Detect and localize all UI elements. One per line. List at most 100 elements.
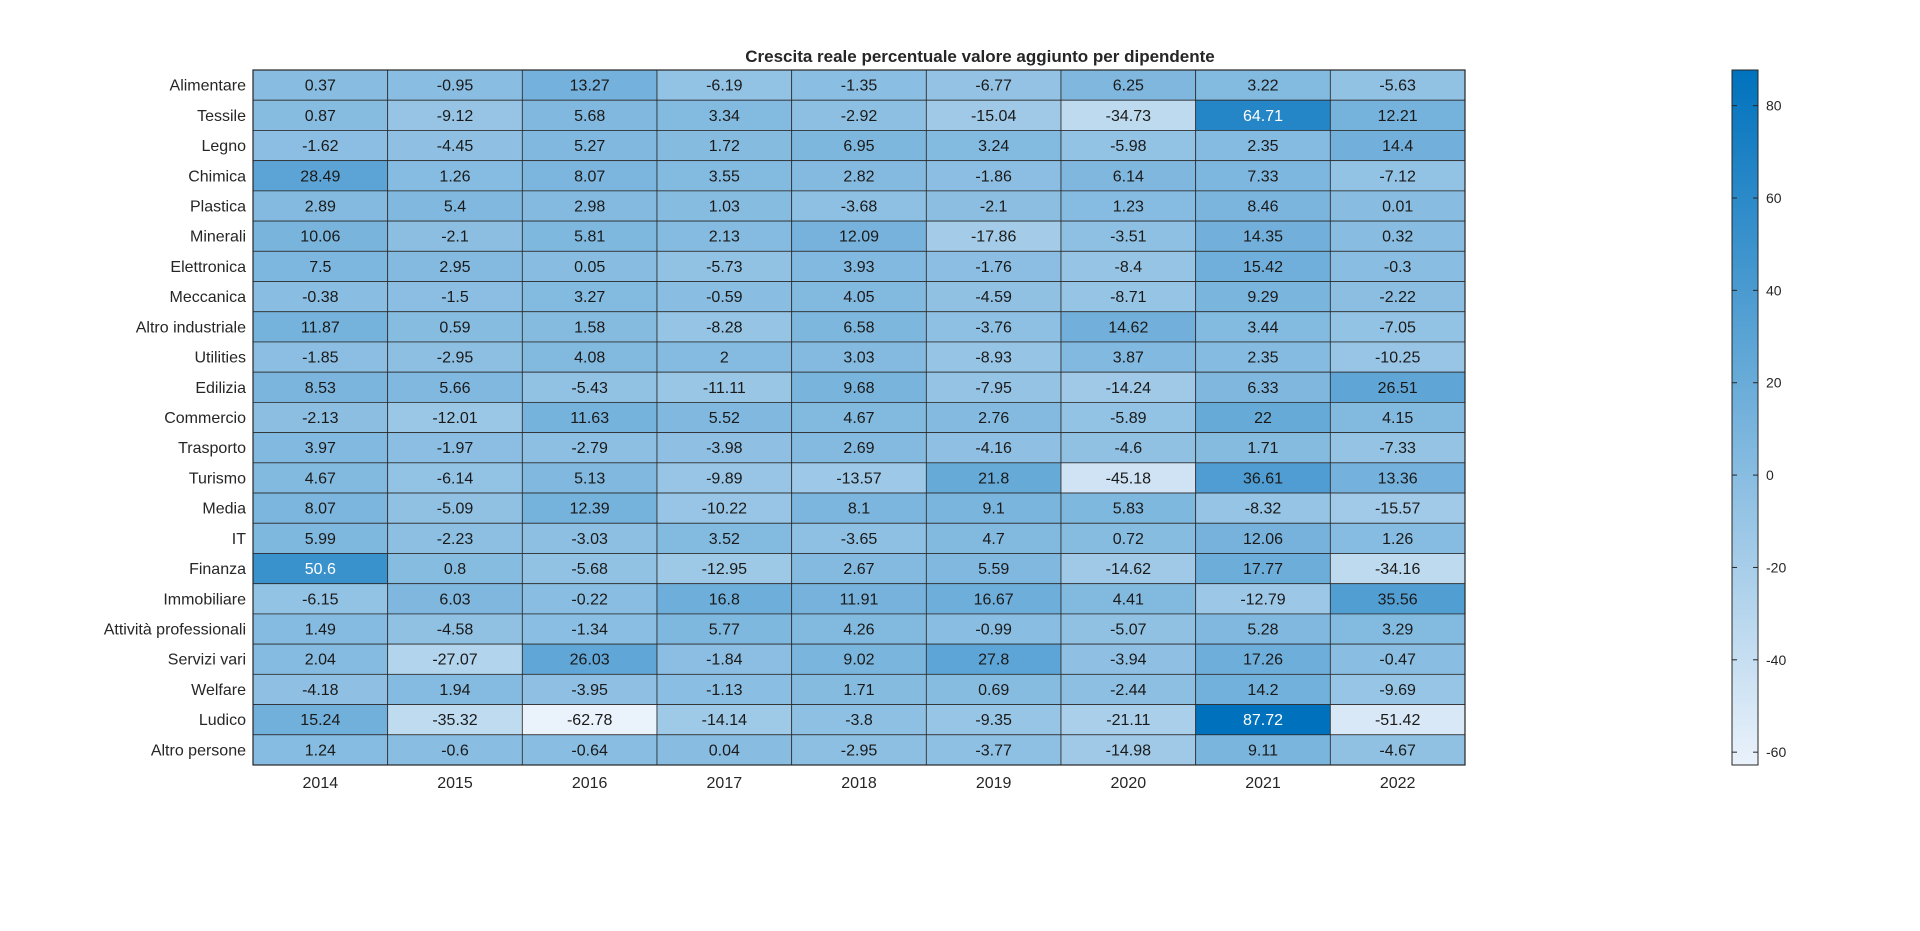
row-label: Legno [202, 138, 247, 155]
cell-value-label: 15.42 [1243, 259, 1283, 276]
heatmap-cell [656, 704, 793, 736]
cell-value-label: 5.28 [1247, 622, 1278, 639]
cell-value-label: -5.09 [437, 501, 474, 518]
heatmap-cell [252, 492, 389, 524]
column-labels: 2014 2015 2016 2017 2018 2019 2020 2021 2022 [303, 775, 1416, 792]
cell-value-label: -4.6 [1115, 440, 1143, 457]
heatmap-cell [252, 734, 389, 766]
cell-value-label: -14.98 [1106, 742, 1151, 759]
column-label: 2016 [572, 775, 608, 792]
cell-value-label: 2.35 [1247, 138, 1278, 155]
cell-value-label: 15.24 [300, 712, 340, 729]
colorbar-tick-label: -20 [1766, 559, 1786, 575]
cell-value-label: -14.24 [1106, 380, 1151, 397]
cell-value-label: -2.79 [571, 440, 608, 457]
heatmap-cell [521, 190, 658, 222]
cell-value-label: 4.67 [305, 470, 336, 487]
cell-value-label: -14.14 [702, 712, 747, 729]
heatmap-cell [925, 643, 1062, 675]
cell-value-label: -9.35 [975, 712, 1012, 729]
cell-value-label: -3.94 [1110, 652, 1147, 669]
cell-value-label: -1.62 [302, 138, 339, 155]
cell-value-label: -7.33 [1379, 440, 1416, 457]
heatmap-cell [1060, 583, 1197, 615]
colorbar: -60 -40 -20 0 20 40 60 80 [1731, 69, 1786, 766]
heatmap-cell [387, 613, 523, 645]
cell-value-label: 4.15 [1382, 410, 1413, 427]
cell-value-label: -2.95 [437, 350, 474, 367]
heatmap-frame [252, 69, 1466, 766]
cell-value-label: 0.05 [574, 259, 605, 276]
cell-value-label: 13.36 [1378, 470, 1418, 487]
row-label: Trasporto [178, 440, 246, 457]
heatmap-cell [521, 553, 658, 585]
colorbar-tick-label: 0 [1766, 467, 1774, 483]
cell-value-label: 3.93 [843, 259, 874, 276]
row-label: Immobiliare [163, 591, 246, 608]
heatmap-cell [1060, 704, 1197, 736]
heatmap-cell [791, 462, 927, 494]
cell-value-label: 6.58 [843, 319, 874, 336]
cell-value-label: 9.29 [1247, 289, 1278, 306]
cell-value-label: 6.25 [1113, 78, 1144, 95]
heatmap-cell [521, 311, 658, 343]
heatmap-cell [925, 371, 1062, 403]
cell-value-label: 3.55 [709, 168, 740, 185]
heatmap-cell [1060, 522, 1197, 554]
cell-value-label: 3.34 [709, 108, 740, 125]
cell-value-label: 2.95 [439, 259, 470, 276]
heatmap-cell [925, 704, 1062, 736]
cell-value-label: 5.83 [1113, 501, 1144, 518]
cell-value-label: 2.76 [978, 410, 1009, 427]
heatmap-cell [656, 553, 793, 585]
row-label: Attività professionali [104, 622, 246, 639]
cell-value-label: -17.86 [971, 229, 1016, 246]
cell-value-label: -5.89 [1110, 410, 1147, 427]
heatmap-cell [791, 553, 927, 585]
row-label: Ludico [199, 712, 246, 729]
row-label: Plastica [190, 198, 246, 215]
heatmap-cell [1195, 643, 1331, 675]
cell-value-label: -3.76 [975, 319, 1012, 336]
heatmap-cell [656, 401, 793, 434]
heatmap-cell [1329, 583, 1466, 615]
cell-value-label: 5.27 [574, 138, 605, 155]
heatmap-cell [791, 250, 927, 282]
cell-value-label: 2.82 [843, 168, 874, 185]
cell-value-label: 1.49 [305, 622, 336, 639]
cell-value-label: 1.94 [439, 682, 470, 699]
cell-value-label: -0.99 [975, 622, 1012, 639]
cell-value-label: 0.8 [444, 561, 466, 578]
cell-value-label: -5.43 [571, 380, 608, 397]
cell-value-label: 1.23 [1113, 198, 1144, 215]
heatmap-cell [521, 492, 658, 524]
cell-value-label: 16.67 [974, 591, 1014, 608]
heatmap-cell [1195, 99, 1331, 131]
heatmap-cell [252, 673, 389, 705]
cell-value-label: 11.63 [570, 410, 609, 427]
colorbar-tick-label: 40 [1766, 282, 1782, 298]
heatmap-cell [1060, 341, 1197, 373]
cell-value-label: -1.34 [571, 622, 608, 639]
cell-value-label: -4.45 [437, 138, 474, 155]
cell-value-label: -1.13 [706, 682, 743, 699]
cell-value-label: -0.6 [441, 742, 469, 759]
heatmap-cell [1195, 522, 1331, 554]
cell-value-label: 1.26 [439, 168, 470, 185]
column-label: 2019 [976, 775, 1012, 792]
chart-title: Crescita reale percentuale valore aggiun… [745, 47, 1215, 66]
heatmap-cell [252, 281, 389, 313]
heatmap-cell [656, 190, 793, 222]
cell-value-label: 8.53 [305, 380, 336, 397]
heatmap-cell [791, 281, 927, 313]
cell-value-label: 5.13 [574, 470, 605, 487]
heatmap-cell [521, 583, 658, 615]
cell-value-label: 0.87 [305, 108, 336, 125]
heatmap-cell [387, 432, 523, 464]
cell-value-label: 17.26 [1243, 652, 1283, 669]
heatmap-cell [925, 341, 1062, 373]
cell-value-label: -3.98 [706, 440, 743, 457]
heatmap-cell [387, 673, 523, 705]
heatmap-cell [791, 401, 927, 434]
heatmap-cell [925, 401, 1062, 434]
